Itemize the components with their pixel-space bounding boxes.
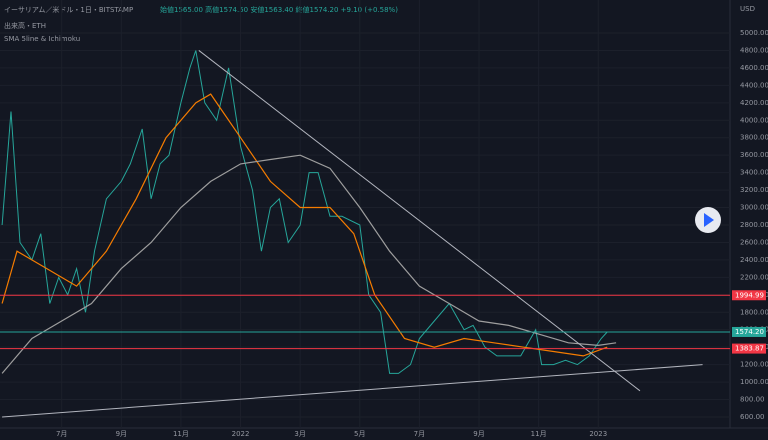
x-tick-label: 5月 [354, 430, 365, 438]
y-tick-label: 600.00 [740, 413, 765, 421]
y-tick-label: 2600.00 [740, 238, 768, 246]
currency: USD [740, 5, 755, 13]
level-label: 1994.99 [735, 291, 764, 299]
y-tick-label: 3400.00 [740, 169, 768, 177]
y-tick-label: 5000.00 [740, 29, 768, 37]
y-tick-label: 2200.00 [740, 273, 768, 281]
level-tag [732, 343, 766, 354]
price-line [1, 50, 608, 374]
level-tag [732, 290, 766, 301]
x-tick-label: 11月 [173, 430, 189, 438]
y-tick-label: 4600.00 [740, 64, 768, 72]
level-label: 1574.20 [735, 328, 764, 336]
y-tick-label: 3000.00 [740, 204, 768, 212]
y-tick-label: 3800.00 [740, 134, 768, 142]
y-tick-label: 4200.00 [740, 99, 768, 107]
y-tick-label: 2400.00 [740, 256, 768, 264]
volume-label: 出来高・ETH [4, 21, 46, 30]
trend-line [2, 364, 703, 418]
y-tick-label: 3600.00 [740, 151, 768, 159]
x-tick-label: 2022 [232, 430, 250, 438]
level-label: 1383.87 [735, 345, 764, 353]
x-tick-label: 3月 [294, 430, 305, 438]
y-tick-label: 1200.00 [740, 361, 768, 369]
y-tick-label: 4800.00 [740, 46, 768, 54]
y-tick-label: 800.00 [740, 396, 765, 404]
y-tick-label: 1000.00 [740, 378, 768, 386]
trend-line [198, 50, 641, 392]
x-tick-label: 2023 [589, 430, 607, 438]
x-tick-label: 9月 [116, 430, 127, 438]
y-tick-label: 1800.00 [740, 308, 768, 316]
symbol-title: イーサリアム／米ドル・1日・BITSTAMP [4, 5, 133, 14]
ohlc: 始値1565.00 高値1574.50 安値1563.40 終値1574.20 … [160, 5, 398, 14]
play-button[interactable] [695, 207, 721, 233]
level-tag [732, 326, 766, 337]
x-tick-label: 7月 [414, 430, 425, 438]
x-tick-label: 9月 [473, 430, 484, 438]
price-line [1, 154, 617, 374]
x-tick-label: 7月 [56, 430, 67, 438]
x-tick-label: 11月 [531, 430, 547, 438]
y-tick-label: 3200.00 [740, 186, 768, 194]
y-tick-label: 4400.00 [740, 81, 768, 89]
y-tick-label: 2800.00 [740, 221, 768, 229]
price-line [1, 93, 608, 357]
indicator-label: SMA 5line & Ichimoku [4, 35, 80, 43]
y-tick-label: 4000.00 [740, 116, 768, 124]
